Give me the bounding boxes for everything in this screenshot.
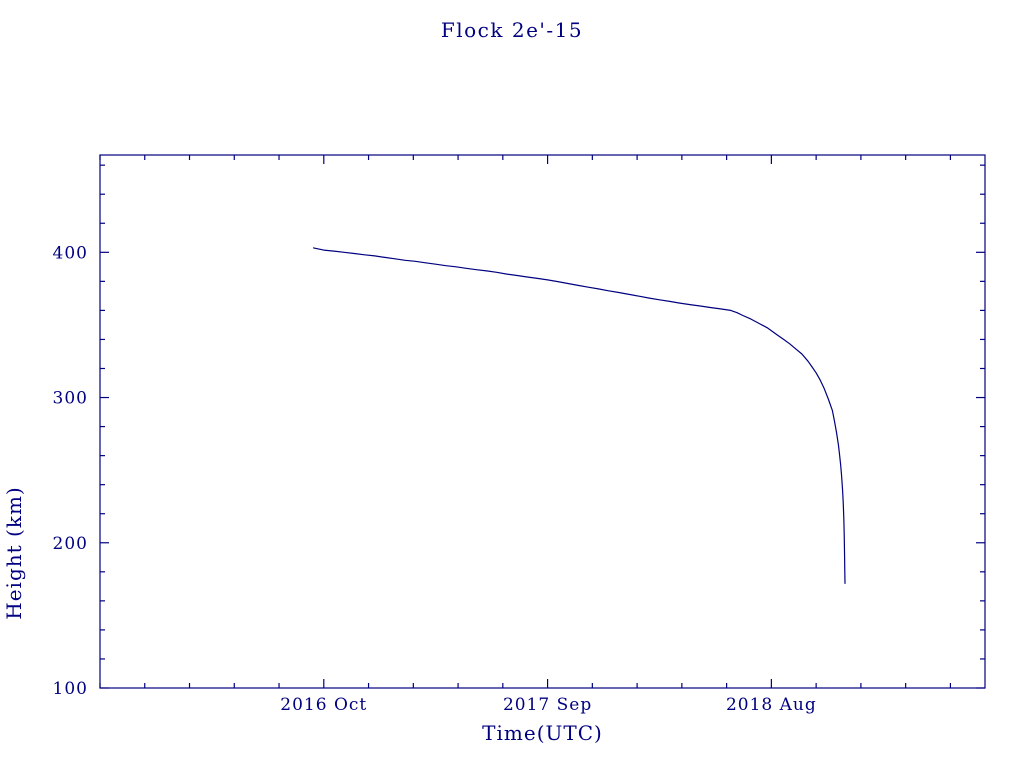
x-tick-label: 2017 Sep <box>503 695 592 715</box>
y-tick-label: 200 <box>53 534 88 554</box>
x-axis-label: Time(UTC) <box>482 721 603 745</box>
y-tick-label: 400 <box>53 243 88 263</box>
y-tick-label: 300 <box>53 389 88 409</box>
x-tick-label: 2016 Oct <box>280 695 367 715</box>
x-tick-label: 2018 Aug <box>726 695 817 715</box>
plot-box <box>99 154 986 689</box>
y-tick-label: 100 <box>53 679 88 699</box>
chart-title: Flock 2e'-15 <box>440 18 584 42</box>
data-line <box>313 247 846 585</box>
